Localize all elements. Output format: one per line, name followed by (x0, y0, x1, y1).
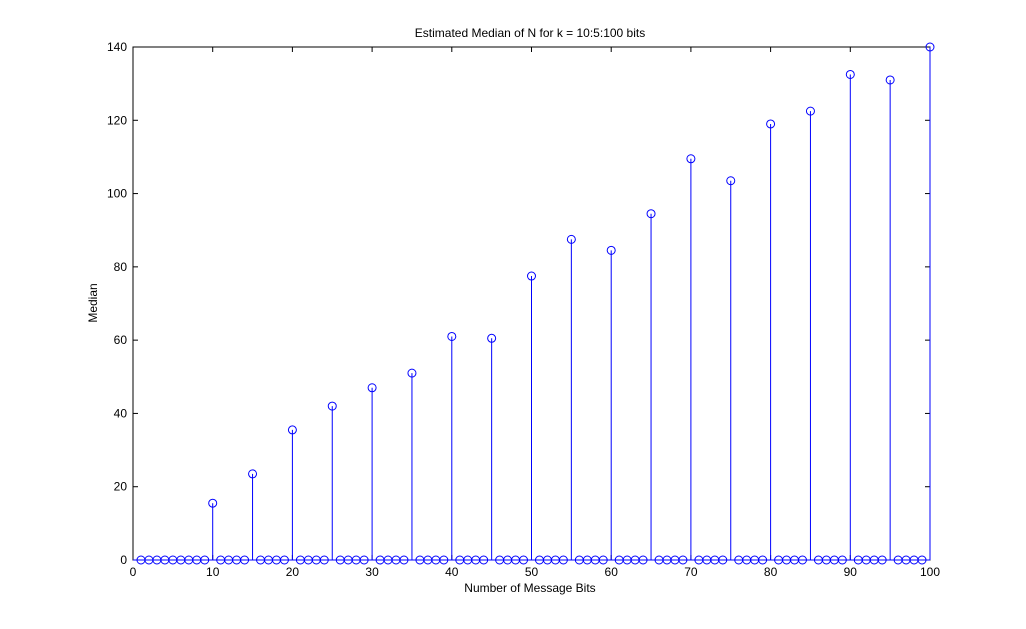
x-tick-label: 50 (525, 565, 539, 579)
stem-marker (646, 209, 656, 219)
x-tick-label: 90 (844, 565, 858, 579)
stem-marker (797, 555, 807, 565)
x-tick-label: 10 (206, 565, 220, 579)
stem-marker (527, 271, 536, 281)
x-axis-ticks: 0 10 20 30 40 50 60 70 80 90 100 (130, 47, 940, 579)
stem-marker (279, 555, 289, 565)
stem-marker (240, 555, 250, 565)
y-tick-label: 80 (114, 260, 128, 274)
stem-marker (248, 469, 258, 479)
y-axis-label: Median (86, 283, 100, 322)
stem-marker (845, 69, 855, 79)
x-tick-label: 20 (286, 565, 300, 579)
stem-marker (327, 401, 337, 411)
y-tick-label: 120 (107, 113, 127, 127)
stem-marker (805, 106, 815, 116)
stem-marker (598, 555, 608, 565)
stem-marker (447, 331, 457, 341)
stem-marker (686, 154, 696, 164)
x-tick-label: 40 (445, 565, 459, 579)
stem-marker (718, 555, 728, 565)
x-tick-label: 0 (130, 565, 137, 579)
stem-marker (359, 555, 369, 565)
stem-marker (726, 176, 736, 186)
stem-marker (606, 245, 616, 255)
x-tick-label: 100 (920, 565, 940, 579)
stem-marker (367, 383, 377, 393)
stem-marker (678, 555, 688, 565)
stem-marker (566, 234, 576, 244)
x-tick-label: 30 (365, 565, 379, 579)
stem-marker (837, 555, 847, 565)
y-tick-label: 40 (114, 406, 128, 420)
y-axis-ticks: 0 20 40 60 80 100 120 140 (107, 40, 930, 567)
y-tick-label: 100 (107, 187, 127, 201)
stem-marker (877, 555, 887, 565)
y-tick-label: 20 (114, 480, 128, 494)
stem-marker (766, 119, 776, 129)
x-axis-label: Number of Message Bits (464, 581, 595, 595)
stem-marker (519, 555, 529, 565)
x-tick-label: 60 (605, 565, 619, 579)
stem-series (133, 42, 935, 565)
stem-marker (479, 555, 489, 565)
stem-marker (439, 555, 449, 565)
stem-marker (287, 425, 297, 435)
stem-marker (208, 498, 218, 508)
y-tick-label: 0 (120, 553, 127, 567)
stem-marker (885, 75, 895, 85)
stem-marker (487, 333, 497, 343)
stem-marker (638, 555, 648, 565)
stem-marker (558, 555, 568, 565)
stem-marker (917, 555, 927, 565)
stem-marker (319, 555, 329, 565)
stem-marker (758, 555, 768, 565)
stem-marker (407, 368, 417, 378)
chart-title: Estimated Median of N for k = 10:5:100 b… (415, 26, 645, 40)
y-tick-label: 60 (114, 333, 128, 347)
stem-marker (399, 555, 409, 565)
stem-marker (925, 42, 935, 52)
x-tick-label: 80 (764, 565, 778, 579)
y-tick-label: 140 (107, 40, 127, 54)
stem-marker (200, 555, 210, 565)
x-tick-label: 70 (684, 565, 698, 579)
